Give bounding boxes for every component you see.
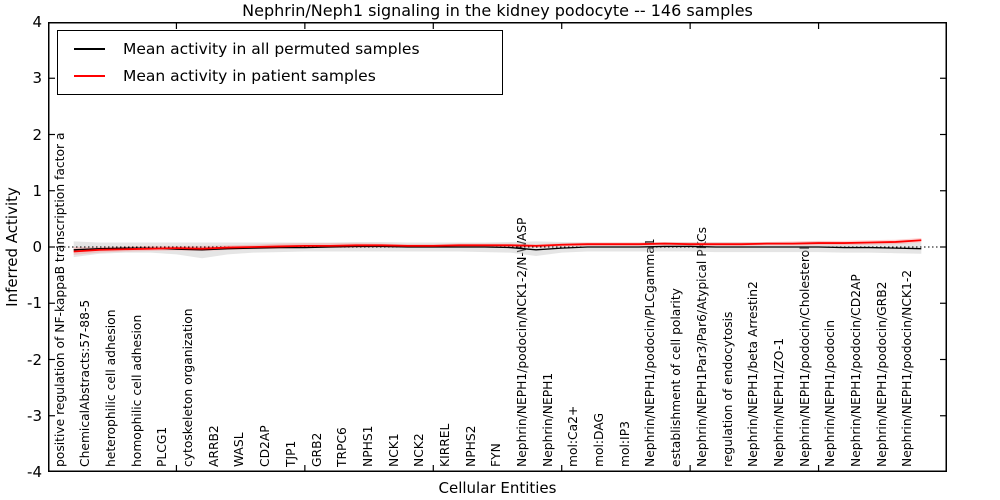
y-tick-label: -4 — [27, 463, 42, 481]
chart-title: Nephrin/Neph1 signaling in the kidney po… — [242, 1, 753, 20]
x-tick-label: regulation of endocytosis — [720, 311, 735, 467]
legend: Mean activity in all permuted samples Me… — [57, 30, 503, 95]
x-tick-label: heterophilic cell adhesion — [104, 309, 119, 467]
y-tick-label: 1 — [32, 181, 42, 200]
x-tick-label: establishment of cell polarity — [669, 288, 684, 467]
y-tick-label: 4 — [32, 13, 42, 31]
y-tick-label: 0 — [32, 238, 42, 256]
x-tick-label: Nephrin/NEPH1/ZO-1 — [771, 337, 786, 467]
x-tick-label: PLCG1 — [155, 426, 170, 467]
x-tick-label: TJP1 — [283, 440, 298, 467]
x-tick-label: homophilic cell adhesion — [129, 314, 144, 467]
x-tick-label: Nephrin/NEPH1Par3/Par6/Atypical PKCs — [694, 226, 709, 467]
legend-label-patient: Mean activity in patient samples — [123, 67, 376, 85]
x-tick-label: WASL — [232, 432, 247, 467]
legend-label-permuted: Mean activity in all permuted samples — [123, 40, 420, 58]
x-tick-label: Nephrin/NEPH1/podocin/GRB2 — [874, 281, 889, 467]
x-tick-label: Nephrin/NEPH1 — [540, 372, 555, 467]
x-tick-label: ARRB2 — [206, 425, 221, 467]
permuted-mean-line — [73, 245, 922, 251]
legend-entry-patient: Mean activity in patient samples — [58, 67, 502, 85]
patient-mean-line — [73, 239, 922, 253]
x-tick-label: Nephrin/NEPH1/podocin/NCK1-2/N-WASP — [515, 217, 530, 467]
red-line-swatch-icon — [74, 75, 105, 77]
x-tick-label: Nephrin/NEPH1/podocin/CD2AP — [848, 274, 863, 467]
x-tick-label: Nephrin/NEPH1/podocin — [823, 320, 838, 467]
y-tick-label: -1 — [27, 294, 42, 313]
x-tick-label: FYN — [489, 443, 504, 467]
x-tick-label: CD2AP — [258, 425, 273, 467]
x-tick-label: NPHS2 — [463, 425, 478, 468]
x-tick-label: GRB2 — [309, 432, 324, 467]
x-tick-label: KIRREL — [437, 423, 452, 467]
black-line-swatch-icon — [74, 48, 105, 50]
y-tick-label: -2 — [27, 350, 42, 369]
x-tick-label: mol:DAG — [592, 412, 607, 467]
y-tick-label: 3 — [32, 69, 42, 88]
x-tick-label: NPHS1 — [360, 425, 375, 468]
red-band — [73, 238, 922, 255]
x-axis-label: Cellular Entities — [438, 479, 557, 497]
legend-entry-permuted: Mean activity in all permuted samples — [58, 40, 502, 58]
gray-band — [73, 241, 922, 259]
x-tick-label: Nephrin/NEPH1/podocin/PLCgamma1 — [643, 238, 658, 467]
x-tick-label: Nephrin/NEPH1/beta Arrestin2 — [746, 281, 761, 467]
x-tick-label: NCK1 — [386, 433, 401, 467]
x-tick-label: TRPC6 — [335, 427, 350, 467]
y-tick-label: 2 — [32, 125, 42, 144]
x-tick-label: ChemicalAbstracts:57-88-5 — [78, 299, 93, 467]
y-tick-label: -3 — [27, 406, 42, 425]
x-tick-label: positive regulation of NF-kappaB transcr… — [52, 132, 67, 468]
x-tick-label: mol:Ca2+ — [566, 405, 581, 467]
x-tick-label: NCK2 — [412, 433, 427, 467]
x-tick-label: cytoskeleton organization — [181, 308, 196, 467]
x-tick-label: Nephrin/NEPH1/podocin/NCK1-2 — [900, 269, 915, 467]
x-tick-label: Nephrin/NEPH1/podocin/Cholesterol — [797, 246, 812, 467]
x-tick-label: mol:IP3 — [617, 421, 632, 467]
